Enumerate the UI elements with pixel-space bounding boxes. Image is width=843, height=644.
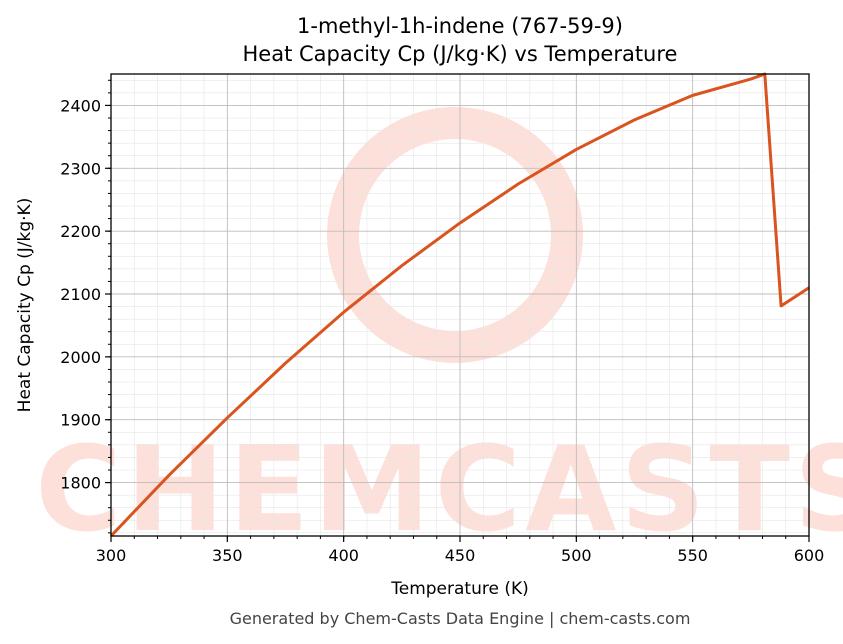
y-tick-label: 2400 [60, 96, 101, 115]
x-tick-label: 450 [445, 546, 476, 565]
x-axis: 300 350 400 450 500 550 600 [96, 536, 825, 565]
watermark-logo-ring [327, 107, 583, 363]
y-tick-label: 1800 [60, 474, 101, 493]
y-tick-label: 2000 [60, 348, 101, 367]
footer-credit: Generated by Chem-Casts Data Engine | ch… [230, 609, 691, 628]
x-tick-label: 600 [794, 546, 825, 565]
x-tick-label: 300 [96, 546, 127, 565]
x-tick-label: 350 [212, 546, 243, 565]
plot-area: 300 350 400 450 500 550 600 1800 1900 2000 2100 22… [60, 72, 825, 565]
x-tick-label: 550 [677, 546, 708, 565]
watermark-text: CHEMCASTS [35, 420, 843, 558]
chart-title: 1-methyl-1h-indene (767-59-9) [297, 14, 623, 38]
y-tick-label: 2100 [60, 285, 101, 304]
watermark: CHEMCASTS [35, 107, 843, 558]
x-tick-label: 500 [561, 546, 592, 565]
x-tick-label: 400 [328, 546, 359, 565]
y-axis: 1800 1900 2000 2100 2200 2300 2400 [60, 79, 111, 534]
y-tick-label: 2200 [60, 222, 101, 241]
chart-subtitle: Heat Capacity Cp (J/kg·K) vs Temperature [243, 42, 678, 66]
series-line [109, 72, 810, 538]
y-tick-label: 2300 [60, 159, 101, 178]
x-axis-label: Temperature (K) [390, 579, 529, 599]
y-tick-label: 1900 [60, 411, 101, 430]
y-axis-label: Heat Capacity Cp (J/kg·K) [15, 198, 35, 413]
